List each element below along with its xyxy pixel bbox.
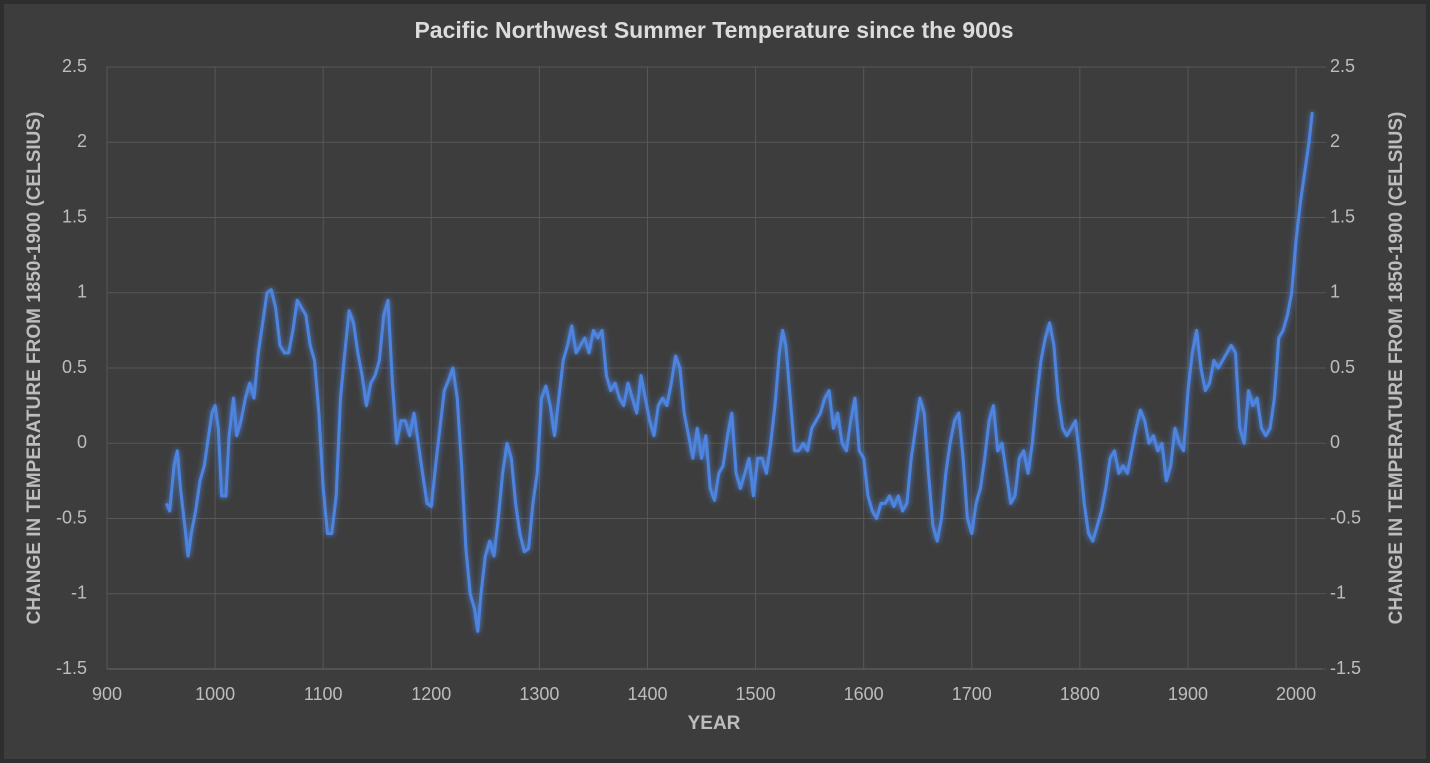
x-tick-label: 1300: [519, 684, 559, 704]
x-tick-label: 1900: [1168, 684, 1208, 704]
x-tick-label: 1600: [844, 684, 884, 704]
background: [4, 4, 1426, 759]
x-tick-label: 1700: [952, 684, 992, 704]
temperature-line: [165, 111, 1314, 633]
y-tick-label: 1: [77, 282, 87, 302]
y2-tick-label: 2.5: [1330, 56, 1355, 76]
y2-tick-label: -1: [1330, 583, 1346, 603]
y2-axis-label: CHANGE IN TEMPERATURE FROM 1850-1900 (CE…: [1386, 112, 1407, 625]
y-tick-label: -1: [71, 583, 87, 603]
y-tick-label: 0: [77, 432, 87, 452]
x-tick-label: 1100: [304, 684, 343, 704]
chart-title: Pacific Northwest Summer Temperature sin…: [414, 17, 1013, 43]
x-tick-label: 900: [92, 684, 122, 704]
y2-tick-label: 1.5: [1330, 206, 1355, 226]
x-tick-label: 1000: [195, 684, 235, 704]
x-tick-label: 2000: [1276, 684, 1316, 704]
y-tick-label: 0.5: [62, 357, 87, 377]
y-tick-label: -1.5: [56, 658, 87, 678]
y2-tick-label: -0.5: [1330, 507, 1361, 527]
x-tick-label: 1200: [411, 684, 451, 704]
x-axis-label: YEAR: [688, 713, 741, 734]
y-tick-label: 2: [77, 131, 87, 151]
x-tick-label: 1800: [1060, 684, 1100, 704]
y2-tick-label: 1: [1330, 282, 1340, 302]
x-tick-label: 1400: [627, 684, 667, 704]
y-axis-label: CHANGE IN TEMPERATURE FROM 1850-1900 (CE…: [24, 112, 45, 625]
y2-tick-label: -1.5: [1330, 658, 1361, 678]
y2-tick-label: 0.5: [1330, 357, 1355, 377]
y2-tick-label: 0: [1330, 432, 1340, 452]
y-tick-label: -0.5: [56, 507, 87, 527]
y-tick-label: 2.5: [62, 56, 87, 76]
y-tick-label: 1.5: [62, 206, 87, 226]
y2-tick-label: 2: [1330, 131, 1340, 151]
x-tick-label: 1500: [736, 684, 776, 704]
